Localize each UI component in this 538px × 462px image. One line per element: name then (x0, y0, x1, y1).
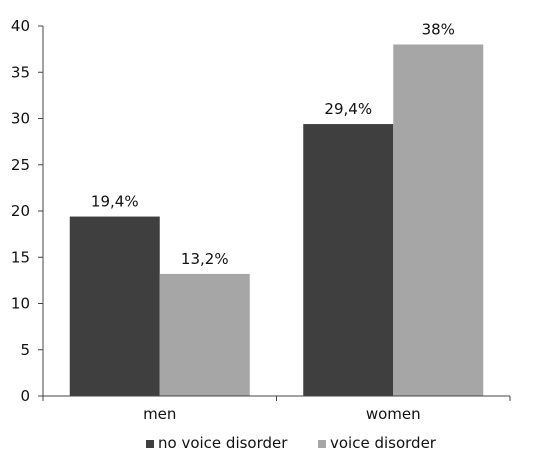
y-tick-label: 30 (11, 110, 30, 128)
legend-swatch (318, 440, 326, 448)
y-tick-label: 0 (20, 387, 30, 405)
bar-no-voice-disorder-women (303, 124, 394, 397)
data-label: 19,4% (91, 193, 139, 211)
data-label: 29,4% (324, 100, 372, 118)
bars (69, 44, 484, 397)
y-axis-ticks: 0 5 10 15 20 25 30 35 40 (11, 17, 43, 405)
x-category-label: men (143, 405, 176, 423)
bar-no-voice-disorder-men (69, 216, 160, 396)
bar-voice-disorder-women (393, 44, 484, 396)
y-tick-label: 25 (11, 156, 30, 174)
data-label: 38% (422, 21, 455, 39)
y-tick-label: 40 (11, 17, 30, 35)
legend: no voice disorder voice disorder (146, 434, 437, 452)
x-axis-categories: men women (143, 405, 421, 423)
y-tick-label: 35 (11, 63, 30, 81)
legend-label: voice disorder (330, 434, 437, 452)
legend-swatch (146, 440, 154, 448)
bar-voice-disorder-men (159, 273, 250, 396)
y-tick-label: 20 (11, 202, 30, 220)
y-tick-label: 15 (11, 248, 30, 266)
x-category-label: women (366, 405, 421, 423)
data-labels: 19,4% 29,4% 13,2% 38% (91, 21, 455, 268)
axes (42, 26, 511, 401)
data-label: 13,2% (181, 250, 229, 268)
legend-label: no voice disorder (158, 434, 288, 452)
y-tick-label: 10 (11, 295, 30, 313)
y-tick-label: 5 (20, 341, 30, 359)
